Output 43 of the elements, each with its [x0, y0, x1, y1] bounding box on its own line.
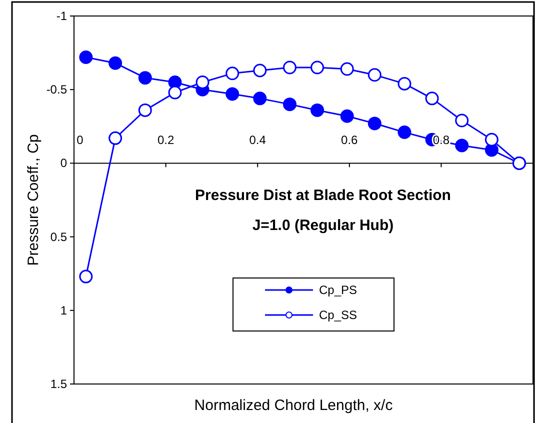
point: [484, 132, 498, 146]
point: [138, 71, 152, 85]
point: [425, 92, 439, 106]
point: [282, 60, 296, 74]
point: [398, 126, 412, 140]
point: [310, 60, 324, 74]
point: [455, 114, 469, 128]
point: [79, 50, 93, 64]
y-axis-title: Pressure Coeff., Cp: [25, 134, 42, 266]
point: [398, 76, 412, 90]
y-tick-label: 0.5: [50, 230, 68, 244]
point: [455, 138, 469, 152]
y-tick-label: 1: [60, 303, 68, 318]
x-tick-label: 0: [76, 133, 84, 148]
point: [108, 56, 122, 70]
point: [79, 270, 93, 284]
x-tick-label: 0.8: [432, 133, 450, 148]
point: [226, 87, 240, 101]
point: [368, 116, 382, 130]
x-tick-label: 0.4: [249, 133, 266, 148]
text: Pressure Dist at Blade Root Section: [195, 187, 451, 204]
point: [138, 103, 152, 117]
legend-label: Cp_PS: [319, 283, 358, 297]
point: [253, 64, 267, 78]
point: [282, 98, 296, 112]
legend-label: Cp_SS: [319, 308, 358, 322]
point: [226, 66, 240, 80]
point: [310, 103, 324, 117]
point: [168, 86, 182, 100]
point: [368, 68, 382, 82]
y-tick-label: -1: [56, 9, 68, 23]
y-tick-label: -0.5: [46, 82, 68, 97]
text: J=1.0 (Regular Hub): [252, 217, 394, 234]
point: [108, 131, 122, 145]
point: [196, 75, 210, 89]
point: [253, 92, 267, 106]
x-tick-label: 0.2: [157, 133, 174, 148]
y-tick-label: 1.5: [50, 377, 68, 391]
x-tick-label: 0.6: [341, 133, 358, 148]
y-tick-label: 0: [60, 156, 68, 170]
x-axis-title: Normalized Chord Length, x/c: [194, 397, 394, 414]
point: [340, 62, 354, 76]
point: [340, 109, 354, 123]
